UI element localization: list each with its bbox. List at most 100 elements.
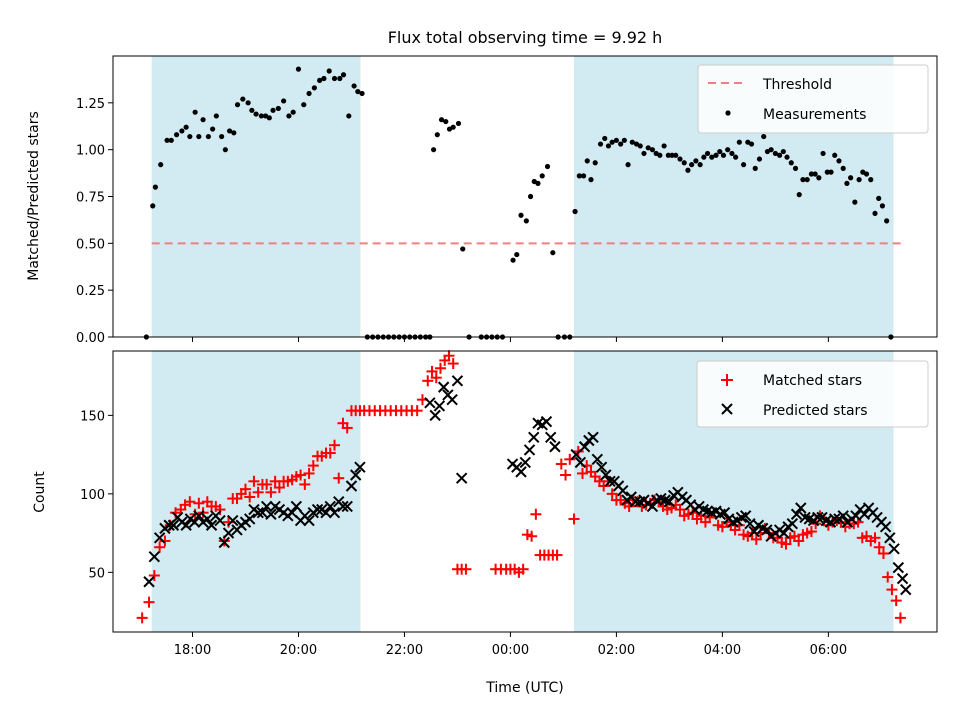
matched-point <box>261 478 273 490</box>
predicted-point <box>290 500 303 513</box>
measurement-point <box>824 169 830 175</box>
predicted-point <box>786 517 799 530</box>
measurement-point <box>286 113 292 119</box>
predicted-point-b <box>193 510 205 522</box>
predicted-point-b <box>790 508 803 520</box>
predicted-point <box>252 506 264 519</box>
predicted-point <box>143 576 155 588</box>
predicted-point-b <box>437 381 450 393</box>
top-legend: Threshold Measurements <box>697 64 929 134</box>
measurement-point <box>164 137 170 143</box>
predicted-point <box>446 393 458 406</box>
measurement-point <box>592 160 598 166</box>
measurement-point <box>697 162 703 168</box>
predicted-point-b <box>528 431 540 444</box>
measurement-point <box>863 171 870 177</box>
measurement-point <box>645 145 651 151</box>
predicted-point-b <box>795 502 807 514</box>
matched-point <box>426 365 438 377</box>
measurement-point <box>179 128 185 134</box>
predicted-point <box>193 510 205 522</box>
predicted-point <box>148 550 161 563</box>
bottom-x-ticks: 18:00 20:00 22:00 00:00 02:00 04:00 06:00 <box>174 632 847 658</box>
predicted-point <box>214 514 226 527</box>
measurement-point <box>281 98 287 104</box>
predicted-point <box>604 475 616 488</box>
predicted-point <box>540 415 553 428</box>
matched-point <box>303 467 315 479</box>
matched-point <box>214 504 226 516</box>
measurement-point <box>253 111 259 117</box>
predicted-point-b <box>655 492 667 505</box>
predicted-point <box>424 397 436 409</box>
predicted-point-b <box>659 494 671 506</box>
measurement-point <box>275 105 281 112</box>
measurement-point <box>518 212 524 218</box>
predicted-point <box>739 510 752 522</box>
predicted-point <box>265 508 277 520</box>
predicted-point <box>311 503 324 516</box>
predicted-point <box>549 441 561 453</box>
predicted-point-b <box>629 495 642 508</box>
x-tick-label: 02:00 <box>598 643 635 658</box>
measurement-point <box>788 160 794 166</box>
measurement-point <box>196 133 202 140</box>
predicted-point-b <box>349 469 362 481</box>
predicted-point <box>455 472 468 484</box>
predicted-point-b <box>205 519 218 531</box>
predicted-point-b <box>345 480 358 492</box>
matched-point <box>560 469 572 481</box>
matched-point <box>434 362 446 374</box>
predicted-point <box>433 400 446 412</box>
predicted-point <box>451 375 464 387</box>
predicted-point-b <box>744 517 756 530</box>
predicted-point <box>595 461 608 473</box>
matched-point <box>299 478 311 490</box>
measurement-point <box>249 107 255 113</box>
matched-point <box>890 595 902 607</box>
predicted-point-b <box>697 503 710 516</box>
measurement-point <box>450 124 456 130</box>
measurement-point <box>748 141 755 147</box>
measurement-point <box>605 143 612 149</box>
predicted-point-b <box>222 527 235 539</box>
predicted-point-b <box>739 510 752 522</box>
predicted-point <box>629 495 642 508</box>
measurement-point <box>661 143 667 149</box>
bottom-legend-box <box>696 360 929 428</box>
predicted-point-b <box>341 500 353 513</box>
predicted-point <box>324 500 336 513</box>
predicted-point <box>244 513 256 525</box>
predicted-point-b <box>286 506 298 519</box>
matched-point <box>674 504 686 516</box>
predicted-point-b <box>761 524 773 536</box>
measurement-point <box>740 162 747 168</box>
predicted-point-b <box>260 500 273 513</box>
matched-point <box>443 350 455 362</box>
measurement-point <box>689 162 695 168</box>
predicted-point <box>795 502 807 514</box>
matched-point <box>422 375 434 387</box>
shaded-interval-1 <box>151 56 361 337</box>
top-y-tick-label: 1.25 <box>76 97 105 112</box>
top-y-tick-label: 0.00 <box>76 331 105 346</box>
measurement-point <box>240 96 246 102</box>
measurement-point <box>736 139 742 145</box>
predicted-point <box>528 431 540 444</box>
predicted-point-b <box>455 472 468 484</box>
predicted-point <box>341 500 353 513</box>
predicted-point <box>879 521 892 533</box>
predicted-point-b <box>433 400 446 412</box>
measurement-point <box>629 139 635 145</box>
predicted-point <box>600 469 612 481</box>
predicted-point-b <box>858 508 871 520</box>
measurement-point <box>733 154 739 160</box>
predicted-point <box>896 572 909 585</box>
predicted-point-b <box>256 506 269 519</box>
predicted-point <box>337 500 349 513</box>
predicted-point <box>429 409 441 422</box>
predicted-point <box>303 514 315 527</box>
matched-point <box>430 372 442 384</box>
predicted-point-b <box>523 444 536 456</box>
predicted-point-b <box>900 583 912 596</box>
